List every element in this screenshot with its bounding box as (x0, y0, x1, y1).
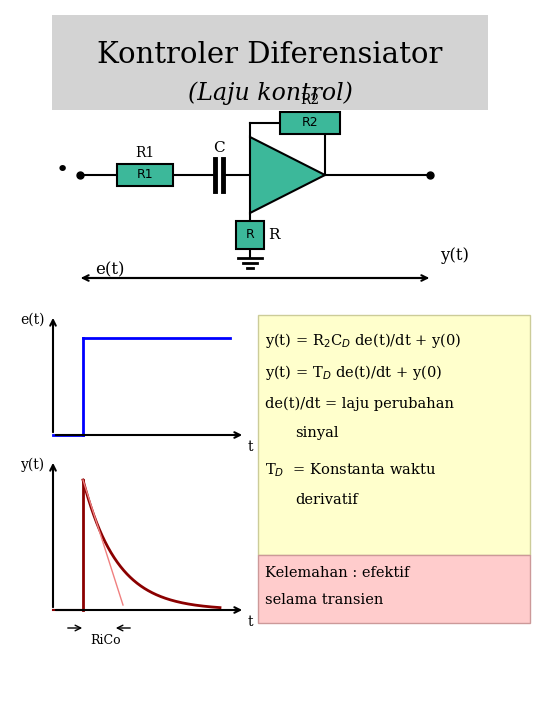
Text: e(t): e(t) (21, 313, 45, 327)
Text: R2: R2 (300, 93, 320, 107)
Text: R1: R1 (137, 168, 153, 181)
Text: e(t): e(t) (95, 261, 125, 279)
Bar (280, 112, 340, 134)
Text: derivatif: derivatif (295, 493, 357, 507)
Bar (117, 164, 173, 186)
Text: T$_D$  = Konstanta waktu: T$_D$ = Konstanta waktu (265, 461, 436, 479)
Text: t: t (247, 615, 253, 629)
Text: Kontroler Diferensiator: Kontroler Diferensiator (97, 41, 443, 69)
Text: (Laju kontrol): (Laju kontrol) (187, 81, 353, 105)
Text: RiCo: RiCo (91, 634, 122, 647)
Text: R1: R1 (136, 146, 154, 160)
Bar (236, 221, 264, 249)
Text: Kelemahan : efektif: Kelemahan : efektif (265, 566, 409, 580)
Bar (52, 15, 488, 110)
Text: selama transien: selama transien (265, 593, 383, 607)
Text: y(t) = R$_2$C$_D$ de(t)/dt + y(0): y(t) = R$_2$C$_D$ de(t)/dt + y(0) (265, 330, 462, 349)
Text: sinyal: sinyal (295, 426, 339, 440)
Text: y(t): y(t) (441, 246, 469, 264)
Text: de(t)/dt = laju perubahan: de(t)/dt = laju perubahan (265, 397, 454, 411)
Text: C: C (213, 141, 225, 155)
Text: R2: R2 (302, 117, 318, 130)
Text: t: t (247, 440, 253, 454)
Bar (258, 315, 530, 555)
Text: R: R (246, 228, 254, 241)
Text: •: • (56, 160, 69, 180)
Text: y(t) = T$_D$ de(t)/dt + y(0): y(t) = T$_D$ de(t)/dt + y(0) (265, 362, 442, 382)
Polygon shape (250, 137, 325, 213)
Text: R: R (268, 228, 280, 242)
Bar (258, 555, 530, 623)
Text: y(t): y(t) (21, 458, 45, 472)
